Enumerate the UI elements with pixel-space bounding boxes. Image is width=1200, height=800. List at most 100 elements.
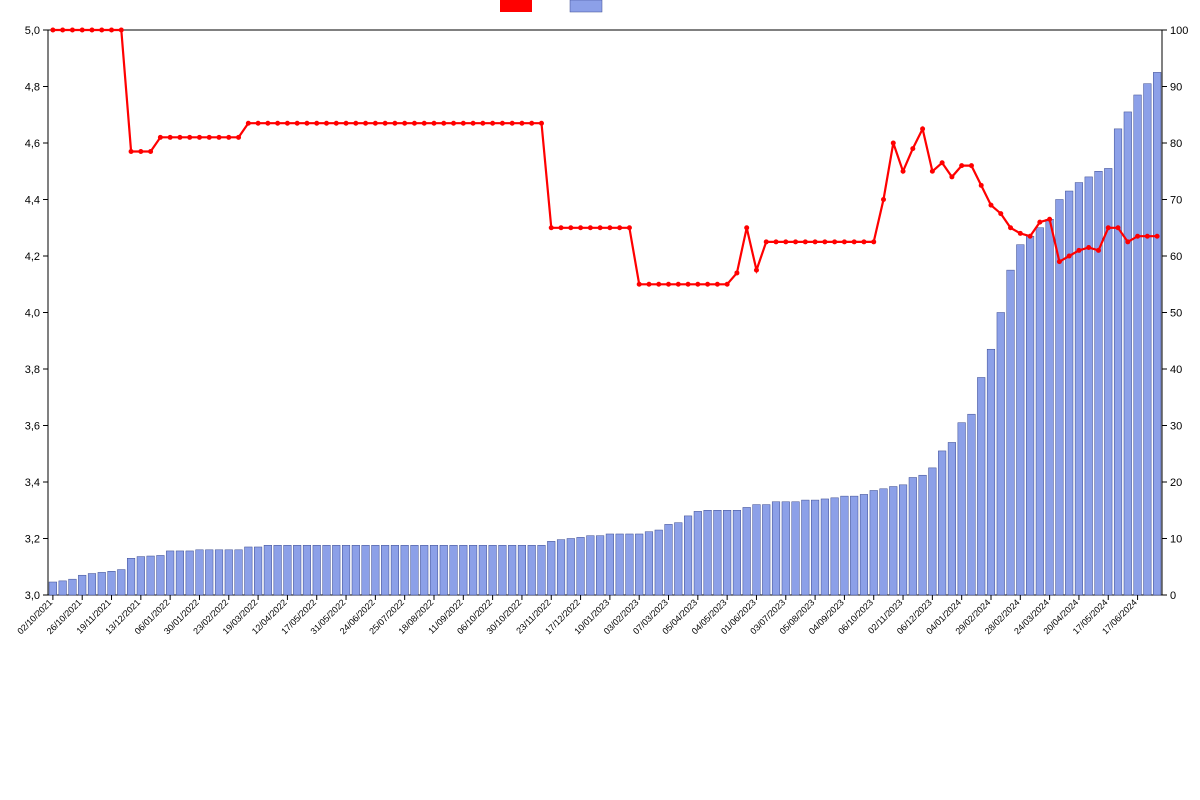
bar xyxy=(909,477,917,595)
bars-group xyxy=(49,72,1161,595)
line-marker xyxy=(412,121,417,126)
bar xyxy=(401,545,409,595)
bar xyxy=(694,511,702,595)
bar xyxy=(108,571,116,595)
line-marker xyxy=(1086,245,1091,250)
line-marker xyxy=(1028,234,1033,239)
bar xyxy=(293,545,301,595)
bar xyxy=(78,575,86,595)
line-marker xyxy=(686,282,691,287)
line-marker xyxy=(529,121,534,126)
bar xyxy=(948,442,956,595)
line-marker xyxy=(295,121,300,126)
bar xyxy=(919,475,927,595)
line-marker xyxy=(480,121,485,126)
line-marker xyxy=(979,183,984,188)
bar xyxy=(127,558,135,595)
bar xyxy=(802,500,810,595)
line-marker xyxy=(607,225,612,230)
bar xyxy=(782,502,790,595)
line-marker xyxy=(236,135,241,140)
line-marker xyxy=(744,225,749,230)
line-marker xyxy=(891,141,896,146)
bar xyxy=(323,545,331,595)
y-right-tick-label: 10 xyxy=(1170,534,1182,546)
legend-swatch-bar xyxy=(570,0,602,12)
line-marker xyxy=(138,149,143,154)
bar xyxy=(186,551,194,595)
bar xyxy=(1065,191,1073,595)
bar xyxy=(274,545,282,595)
line-marker xyxy=(1145,234,1150,239)
line-marker xyxy=(89,28,94,33)
bar xyxy=(254,547,262,595)
line-marker xyxy=(500,121,505,126)
bar xyxy=(1007,270,1015,595)
line-marker xyxy=(559,225,564,230)
y-right-tick-label: 50 xyxy=(1170,308,1182,320)
line-marker xyxy=(422,121,427,126)
line-marker xyxy=(793,239,798,244)
line-marker xyxy=(373,121,378,126)
bar xyxy=(899,485,907,595)
bar xyxy=(626,534,634,595)
line-marker xyxy=(217,135,222,140)
line-marker xyxy=(519,121,524,126)
line-marker xyxy=(1018,231,1023,236)
bar xyxy=(88,574,96,595)
line-marker xyxy=(265,121,270,126)
line-marker xyxy=(1057,259,1062,264)
bar xyxy=(889,487,897,595)
line-marker xyxy=(568,225,573,230)
line-marker xyxy=(383,121,388,126)
y-left-tick-label: 4,0 xyxy=(25,308,40,320)
line-marker xyxy=(803,239,808,244)
bar xyxy=(674,523,682,595)
line-marker xyxy=(402,121,407,126)
line-marker xyxy=(940,160,945,165)
line-marker xyxy=(969,163,974,168)
line-marker xyxy=(842,239,847,244)
line-marker xyxy=(324,121,329,126)
line-marker xyxy=(471,121,476,126)
bar xyxy=(303,545,311,595)
y-left-tick-label: 3,2 xyxy=(25,534,40,546)
bar xyxy=(411,545,419,595)
bar xyxy=(958,423,966,595)
bar xyxy=(1095,171,1103,595)
bar xyxy=(1134,95,1142,595)
y-right-tick-label: 40 xyxy=(1170,364,1182,376)
bar xyxy=(792,502,800,595)
y-right-tick-label: 30 xyxy=(1170,421,1182,433)
bar xyxy=(860,494,868,595)
line-marker xyxy=(988,203,993,208)
line-marker xyxy=(334,121,339,126)
bar xyxy=(870,490,878,595)
line-marker xyxy=(725,282,730,287)
y-left-tick-label: 3,0 xyxy=(25,590,40,602)
line-marker xyxy=(109,28,114,33)
y-right-tick-label: 20 xyxy=(1170,477,1182,489)
bar xyxy=(147,556,155,595)
line-marker xyxy=(861,239,866,244)
line-marker xyxy=(871,239,876,244)
bar xyxy=(518,545,526,595)
bar xyxy=(929,468,937,595)
bar xyxy=(235,550,243,595)
bar xyxy=(841,496,849,595)
line-marker xyxy=(588,225,593,230)
line-marker xyxy=(1135,234,1140,239)
bar xyxy=(59,581,67,595)
line-marker xyxy=(1155,234,1160,239)
bar xyxy=(372,545,380,595)
bar xyxy=(332,545,340,595)
bar xyxy=(1075,183,1083,595)
line-marker xyxy=(1096,248,1101,253)
line-marker xyxy=(177,135,182,140)
line-marker xyxy=(510,121,515,126)
y-left-tick-label: 4,4 xyxy=(25,195,40,207)
y-left-tick-label: 4,6 xyxy=(25,138,40,150)
y-left-tick-label: 4,2 xyxy=(25,251,40,263)
line-marker xyxy=(852,239,857,244)
bar xyxy=(987,349,995,595)
